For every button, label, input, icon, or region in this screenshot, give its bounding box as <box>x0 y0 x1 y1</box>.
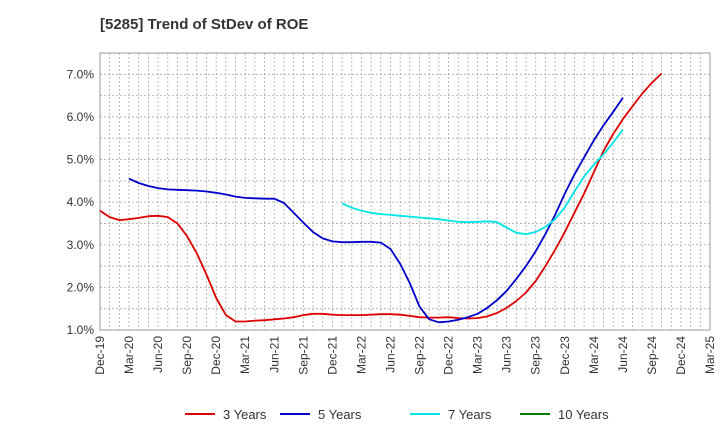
grid <box>100 52 710 330</box>
x-tick-label: Mar-20 <box>122 336 136 374</box>
x-tick-label: Dec-19 <box>93 336 107 375</box>
x-tick-label: Dec-24 <box>674 336 688 375</box>
x-tick-label: Jun-20 <box>151 336 165 373</box>
series-lines <box>99 72 663 324</box>
legend-label: 5 Years <box>318 407 362 422</box>
series-line <box>99 72 663 323</box>
x-tick-label: Jun-23 <box>500 336 514 373</box>
x-tick-label: Dec-21 <box>325 336 339 375</box>
x-tick-label: Sep-23 <box>529 336 543 375</box>
x-tick-label: Sep-21 <box>296 336 310 375</box>
legend: 3 Years 5 Years 7 Years 10 Years <box>185 407 609 422</box>
legend-label: 3 Years <box>223 407 267 422</box>
y-tick-label: 3.0% <box>67 238 95 252</box>
x-tick-label: Dec-20 <box>209 336 223 375</box>
x-tick-label: Mar-25 <box>703 336 717 374</box>
y-tick-label: 7.0% <box>67 67 95 81</box>
legend-label: 7 Years <box>448 407 492 422</box>
x-tick-label: Jun-21 <box>267 336 281 373</box>
y-tick-label: 1.0% <box>67 323 95 337</box>
plot-area <box>99 52 711 331</box>
series-line <box>128 97 624 324</box>
y-tick-label: 4.0% <box>67 195 95 209</box>
y-tick-label: 6.0% <box>67 110 95 124</box>
x-tick-label: Mar-21 <box>238 336 252 374</box>
y-axis-ticks: 1.0% 2.0% 3.0% 4.0% 5.0% 6.0% 7.0% <box>67 67 95 337</box>
x-tick-label: Jun-24 <box>616 336 630 373</box>
chart-title: [5285] Trend of StDev of ROE <box>100 16 308 33</box>
y-tick-label: 5.0% <box>67 153 95 167</box>
legend-label: 10 Years <box>558 407 609 422</box>
x-tick-label: Mar-22 <box>354 336 368 374</box>
x-tick-label: Sep-24 <box>645 336 659 375</box>
x-tick-label: Sep-22 <box>413 336 427 375</box>
x-tick-label: Sep-20 <box>180 336 194 375</box>
x-tick-label: Jun-22 <box>383 336 397 373</box>
x-tick-label: Mar-23 <box>471 336 485 374</box>
x-axis-ticks: Dec-19 Mar-20 Jun-20 Sep-20 Dec-20 Mar-21 Jun-… <box>93 336 717 375</box>
x-tick-label: Mar-24 <box>587 336 601 374</box>
series-line <box>341 129 624 236</box>
y-tick-label: 2.0% <box>67 280 95 294</box>
x-tick-label: Dec-22 <box>442 336 456 375</box>
x-tick-label: Dec-23 <box>558 336 572 375</box>
